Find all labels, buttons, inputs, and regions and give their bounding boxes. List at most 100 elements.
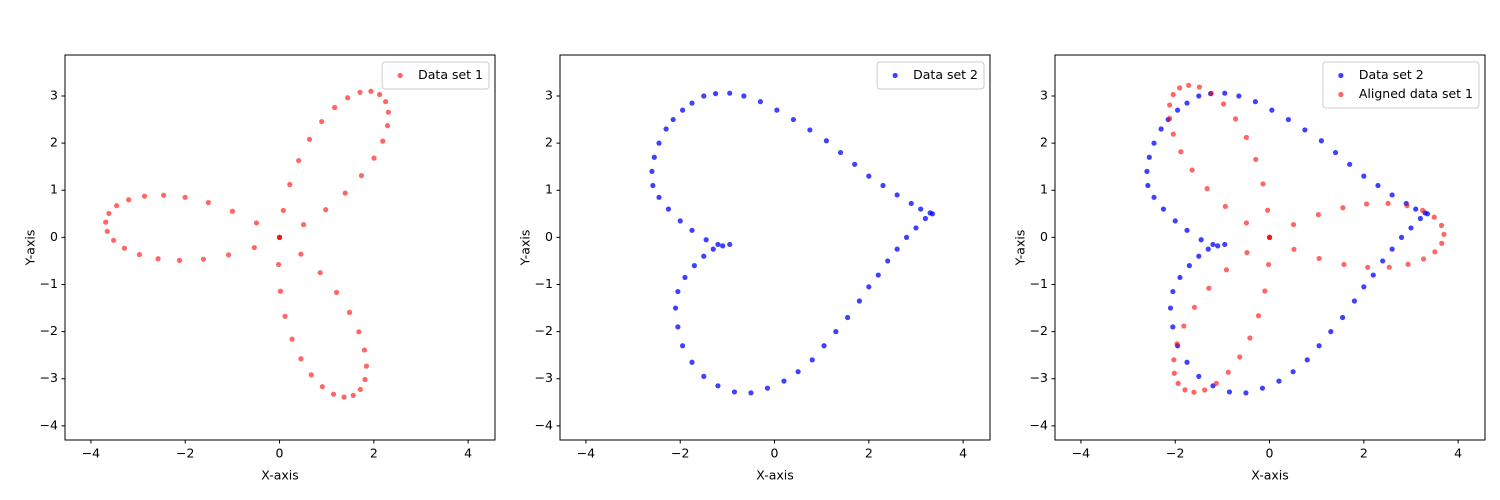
point [1151,194,1157,200]
point [1291,246,1297,252]
legend: Data set 1 [381,61,490,90]
point [672,305,679,311]
legend-label: Data set 2 [913,67,978,82]
y-tick-label: 2 [1040,135,1048,150]
legend-marker [892,72,898,79]
point [1196,373,1202,379]
point [308,372,314,378]
point [1386,264,1392,270]
point [1269,107,1275,113]
axes-frame [1054,54,1486,441]
point [1177,274,1183,281]
point [103,219,109,225]
point [277,288,284,294]
point [651,154,657,160]
point [922,215,929,222]
point [1205,246,1211,252]
point [380,138,386,144]
point [689,100,695,106]
point [176,257,183,263]
point [356,329,362,335]
point [665,206,672,212]
point [790,116,796,123]
point [205,200,211,206]
point [748,390,754,396]
point [306,136,313,142]
point [649,168,655,174]
point [1389,246,1395,252]
axes-frame [64,54,496,441]
point [1151,140,1157,146]
point [1186,82,1192,88]
x-tick-label: 2 [1360,446,1368,461]
point [296,157,302,164]
x-tick-label: 4 [464,446,472,461]
point [1290,221,1297,228]
point [1222,241,1228,248]
y-tick-label: 1 [1040,182,1048,197]
point [833,329,839,335]
point [701,373,707,379]
legend: Data set 2 [876,61,985,90]
point [1252,99,1258,105]
point [650,182,656,189]
point [251,244,257,251]
y-tick-label: −2 [1030,323,1048,338]
point [852,161,858,167]
point [1431,214,1437,220]
legend-label: Data set 1 [418,67,483,82]
point [289,336,295,342]
y-axis-label: Y-axis [518,230,533,267]
point [1247,335,1253,341]
point [894,192,900,198]
point [346,309,353,315]
point [1370,272,1376,278]
point [1178,149,1184,155]
point [1170,324,1176,330]
point [371,155,377,161]
point [1181,323,1187,329]
point [1441,231,1447,237]
y-tick-label: −3 [40,370,58,385]
point [1290,369,1296,375]
point [781,378,787,384]
point [821,343,827,349]
x-tick-label: 2 [865,446,873,461]
point [385,109,391,115]
point [333,289,340,295]
point [1196,93,1202,99]
point [689,227,695,233]
point [362,376,368,383]
x-tick-label: −2 [1166,446,1184,461]
point [317,270,323,276]
point [1222,90,1228,96]
legend-box [876,61,985,90]
legend-marker [1338,91,1344,98]
point [384,123,391,129]
point [1318,138,1324,144]
point [675,324,681,330]
x-tick-label: −4 [82,446,100,461]
point [1184,359,1190,365]
point [1198,237,1204,243]
point [679,107,686,113]
point [1237,354,1243,360]
point [715,383,721,389]
point [1340,314,1346,321]
point [1223,267,1230,273]
point [663,126,669,132]
y-tick-label: −2 [40,323,58,338]
axes-frame [559,54,991,441]
x-tick-label: −2 [671,446,689,461]
point [1380,258,1386,264]
point [764,385,771,391]
point [1186,263,1192,269]
point [200,256,207,262]
point [885,258,891,264]
point [679,343,686,349]
point [182,194,188,200]
point [894,246,900,252]
point [121,245,128,251]
point [1232,116,1239,122]
point [298,356,304,362]
